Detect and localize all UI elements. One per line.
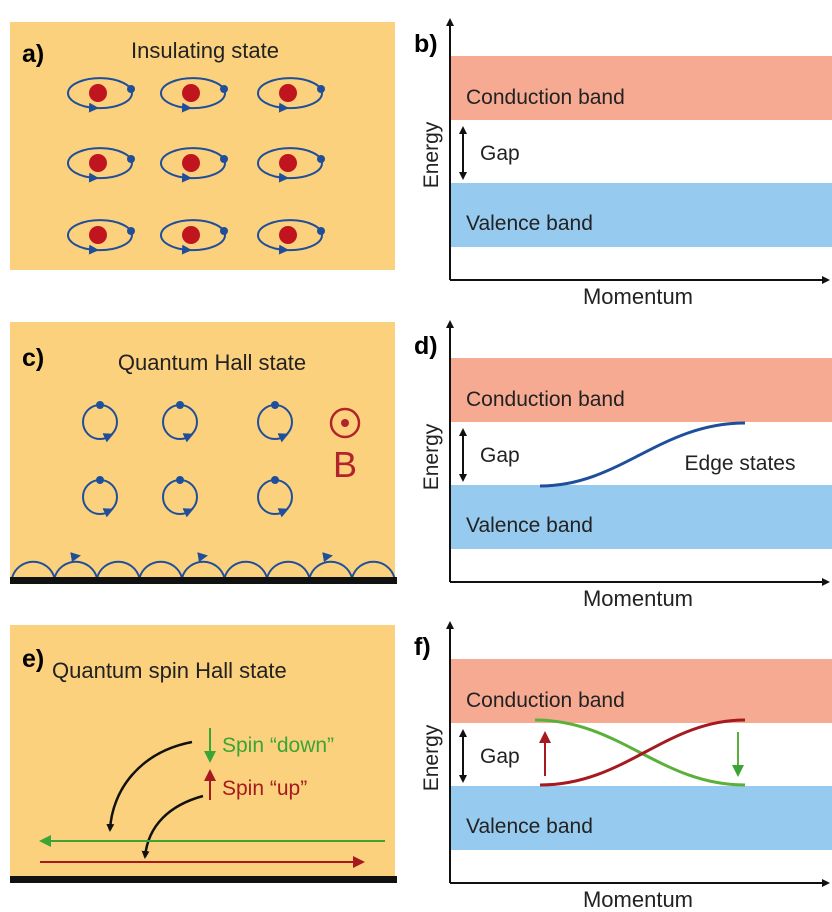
band-label: Valence band	[466, 815, 593, 838]
page: a) Insulating state c) Quantum Hall stat…	[0, 0, 832, 912]
panel-title: Insulating state	[131, 38, 279, 63]
gap-label: Gap	[480, 142, 520, 165]
panel-label: c)	[22, 344, 44, 372]
field-symbol-dot	[341, 419, 349, 427]
panel-label: d)	[414, 332, 438, 360]
panel-label: a)	[22, 40, 44, 68]
electron	[220, 155, 228, 163]
spin-up-edge-state	[540, 720, 745, 785]
nucleus	[182, 226, 200, 244]
axis-title: Energy	[420, 423, 443, 490]
panel-label: f)	[414, 633, 431, 661]
electron	[220, 85, 228, 93]
electron	[317, 85, 325, 93]
axis-title: Energy	[420, 724, 443, 791]
band-label: Valence band	[466, 514, 593, 537]
nucleus	[279, 154, 297, 172]
edge-line	[10, 577, 397, 584]
panel-label: e)	[22, 645, 44, 673]
band-label: Valence band	[466, 212, 593, 235]
panel-title: Quantum Hall state	[118, 350, 306, 375]
edge-states-label: Edge states	[685, 452, 796, 475]
gap-label: Gap	[480, 444, 520, 467]
panel-title: Quantum spin Hall state	[52, 658, 287, 683]
figure: a) Insulating state c) Quantum Hall stat…	[0, 0, 832, 912]
electron	[317, 155, 325, 163]
field-label: B	[333, 444, 357, 485]
spin-up-label: Spin “up”	[222, 777, 307, 800]
band-label: Conduction band	[466, 388, 625, 411]
electron	[96, 476, 104, 484]
electron	[271, 401, 279, 409]
electron	[127, 155, 135, 163]
electron	[127, 227, 135, 235]
spin-down-label: Spin “down”	[222, 734, 334, 757]
axis-title: Momentum	[583, 586, 693, 611]
edge-line	[10, 876, 397, 883]
nucleus	[182, 84, 200, 102]
axis-title: Momentum	[583, 284, 693, 309]
electron	[317, 227, 325, 235]
nucleus	[89, 84, 107, 102]
electron	[176, 476, 184, 484]
nucleus	[279, 226, 297, 244]
gap-label: Gap	[480, 745, 520, 768]
electron	[176, 401, 184, 409]
nucleus	[89, 226, 107, 244]
electron	[220, 227, 228, 235]
nucleus	[182, 154, 200, 172]
electron	[96, 401, 104, 409]
band-label: Conduction band	[466, 86, 625, 109]
panel-label: b)	[414, 30, 438, 58]
band-label: Conduction band	[466, 689, 625, 712]
nucleus	[279, 84, 297, 102]
axis-title: Momentum	[583, 887, 693, 912]
axis-title: Energy	[420, 121, 443, 188]
electron	[127, 85, 135, 93]
electron	[271, 476, 279, 484]
spin-down-edge-state	[535, 720, 745, 785]
nucleus	[89, 154, 107, 172]
